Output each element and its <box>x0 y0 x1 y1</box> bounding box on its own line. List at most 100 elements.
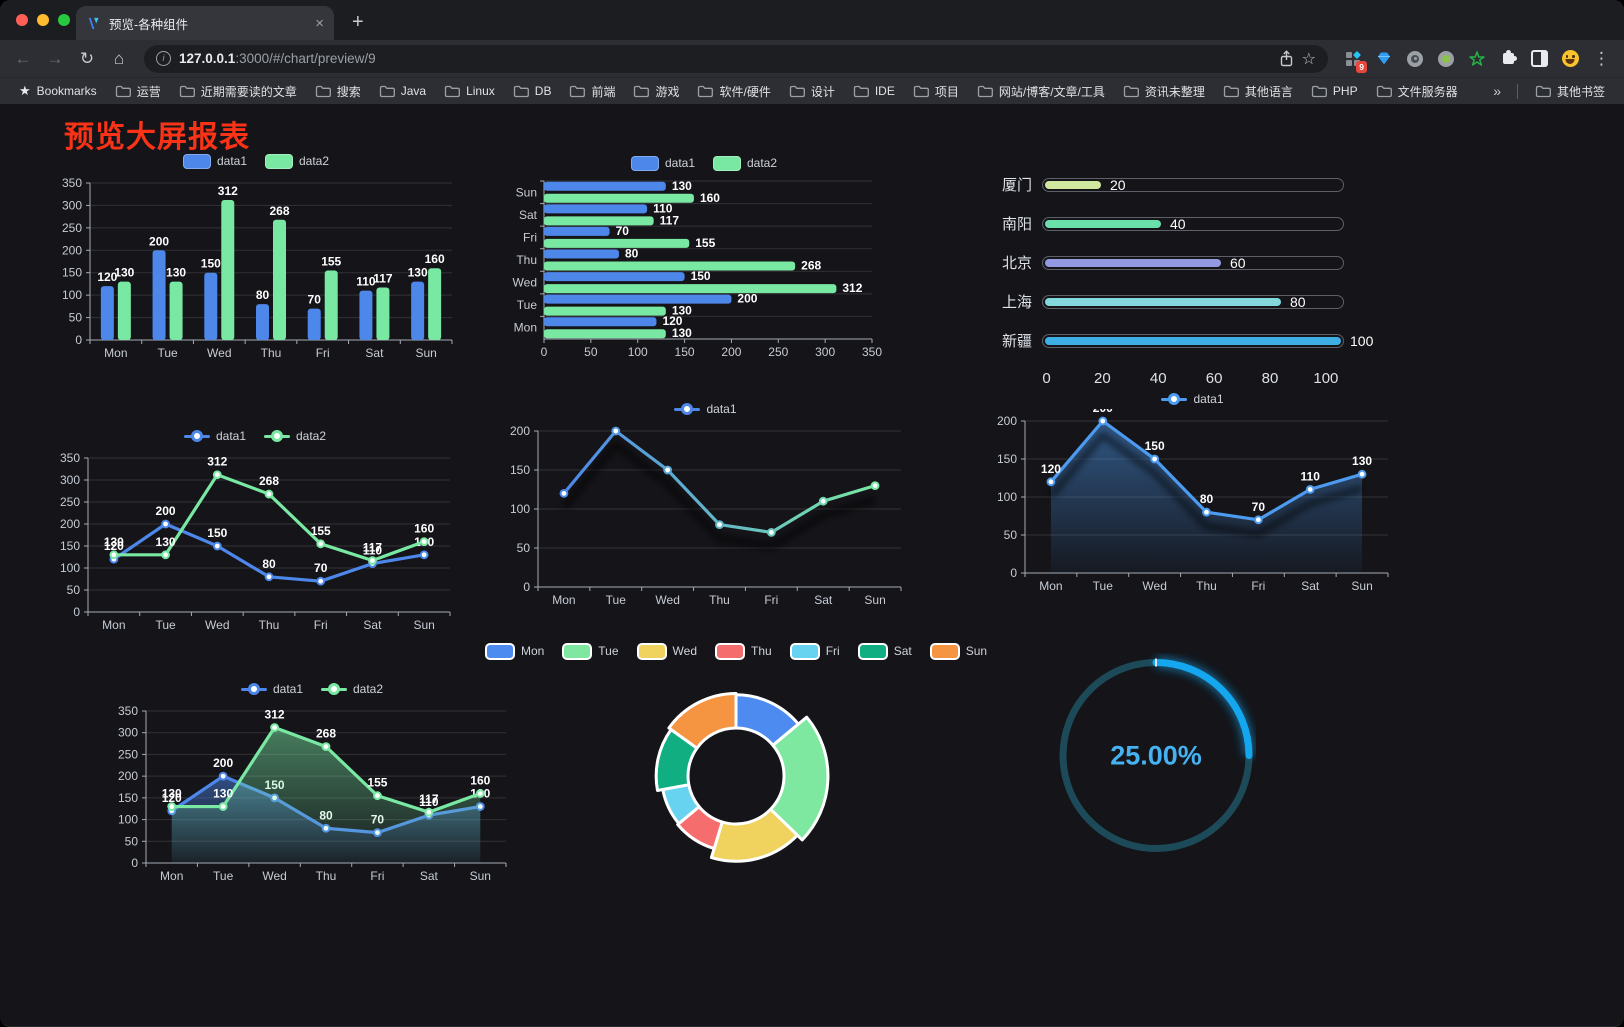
reload-icon[interactable]: ↻ <box>79 48 95 68</box>
browser-menu-icon[interactable]: ⋮ <box>1593 48 1610 68</box>
legend-item-sat[interactable]: Sat <box>857 642 912 660</box>
bar-data2-Tue[interactable] <box>544 306 666 316</box>
bookmark-star-icon[interactable]: ☆ <box>1301 50 1316 68</box>
bar-data1-Sun[interactable] <box>544 181 666 191</box>
bookmark-folder-4[interactable]: Linux <box>437 82 502 100</box>
extension-emoji-icon[interactable] <box>1561 50 1579 68</box>
bookmarks-overflow-chevron[interactable]: » <box>1493 83 1501 99</box>
tab-close-icon[interactable]: × <box>315 14 324 32</box>
pie-slices[interactable] <box>654 692 830 863</box>
bar-data1-Fri[interactable] <box>544 226 610 236</box>
extension-grid-icon[interactable]: 9 <box>1344 50 1367 73</box>
bar-data2-Sun[interactable] <box>544 193 694 203</box>
bookmark-folder-11[interactable]: 项目 <box>906 81 966 102</box>
home-icon[interactable]: ⌂ <box>113 48 125 68</box>
value-label: 130 <box>114 266 134 280</box>
bookmark-folder-3[interactable]: Java <box>372 82 433 100</box>
series-data1[interactable]: 120 200 150 80 70 110 130 <box>1041 401 1372 573</box>
extension-star-icon[interactable] <box>1468 50 1486 68</box>
bookmark-folder-10[interactable]: IDE <box>846 82 902 100</box>
reading-mode-icon[interactable] <box>1530 50 1548 68</box>
shutter-glyph <box>1407 50 1423 67</box>
legend-item-data1[interactable]: data1 <box>1161 392 1224 406</box>
bar-data1-Mon[interactable] <box>544 317 657 327</box>
bookmark-folder-12[interactable]: 网站/博客/文章/工具 <box>970 81 1112 102</box>
progress-track[interactable]: 60 <box>1042 255 1344 271</box>
legend-item-data1[interactable]: data1 <box>674 402 737 416</box>
site-info-icon[interactable]: i <box>156 51 171 66</box>
address-bar[interactable]: i 127.0.0.1:3000/#/chart/preview/9 ☆ <box>144 44 1328 73</box>
bar-data1-Tue[interactable] <box>544 294 732 304</box>
bookmark-item-bookmarks[interactable]: ★ Bookmarks <box>12 81 104 101</box>
chart-weekly-bar: data1 data2 0 50 100 150 200 250 300 350 Mon Tue Wed… <box>50 151 462 366</box>
legend-item-data2[interactable]: data2 <box>264 429 326 443</box>
bookmark-folder-14[interactable]: 其他语言 <box>1216 81 1300 102</box>
back-icon[interactable]: ← <box>14 48 32 68</box>
legend-item-data1[interactable]: data1 <box>630 155 695 171</box>
extension-record-icon[interactable] <box>1437 50 1455 68</box>
bookmark-folder-8[interactable]: 软件/硬件 <box>690 81 777 102</box>
url-text[interactable]: 127.0.0.1:3000/#/chart/preview/9 <box>179 51 1265 66</box>
zoom-window-button[interactable] <box>58 14 70 26</box>
legend-swatch <box>636 642 667 660</box>
bookmark-folder-13[interactable]: 资讯未整理 <box>1116 81 1212 102</box>
bar-data2-Fri[interactable] <box>544 238 690 248</box>
legend-item-data2[interactable]: data2 <box>713 155 777 171</box>
green-dot-glyph <box>1438 50 1454 67</box>
series-data2[interactable]: 130 130 312 268 155 117 160 <box>114 184 445 340</box>
browser-tab[interactable]: 预览-各种组件 × <box>76 6 334 40</box>
extensions-puzzle-icon[interactable] <box>1499 50 1517 68</box>
bar-data2-Wed[interactable] <box>544 284 837 294</box>
legend-item-data1[interactable]: data1 <box>240 682 303 696</box>
bookmark-folder-9[interactable]: 设计 <box>782 81 842 102</box>
url-path: :3000/#/chart/preview/9 <box>235 51 376 66</box>
progress-track[interactable]: 20 <box>1042 177 1344 193</box>
legend-item-wed[interactable]: Wed <box>636 642 697 660</box>
legend-item-tue[interactable]: Tue <box>562 642 619 660</box>
progress-track[interactable]: 80 <box>1042 294 1344 310</box>
value-label: 150 <box>691 269 711 283</box>
legend-item-sun[interactable]: Sun <box>929 642 987 660</box>
new-tab-button[interactable]: + <box>352 11 364 33</box>
bookmark-folder-1[interactable]: 近期需要读的文章 <box>172 81 304 102</box>
progress-track[interactable]: 40 <box>1042 216 1344 232</box>
forward-icon[interactable]: → <box>46 48 64 68</box>
series-data1[interactable]: 120 200 150 80 70 110 130 <box>97 234 428 340</box>
legend-item-mon[interactable]: Mon <box>484 642 544 660</box>
series-data2[interactable]: 130 130 312 268 155 117 160 <box>162 708 491 863</box>
extension-shutter-icon[interactable] <box>1406 50 1424 68</box>
bar-data2-Thu[interactable] <box>544 261 796 271</box>
bookmark-folder-15[interactable]: PHP <box>1304 82 1365 100</box>
bar-data1-Wed[interactable] <box>544 272 685 282</box>
legend-item-fri[interactable]: Fri <box>789 642 840 660</box>
bar-data1-Sat[interactable] <box>544 204 648 214</box>
bar-data1-Thu[interactable] <box>544 249 619 259</box>
bookmark-folder-5[interactable]: DB <box>506 82 559 100</box>
share-icon[interactable] <box>1279 50 1294 67</box>
bookmark-folder-0[interactable]: 运营 <box>108 81 168 102</box>
series-data1[interactable] <box>559 426 880 551</box>
series-data2[interactable]: 130 130 312 268 155 117 160 <box>104 455 435 565</box>
series-data1[interactable]: 120 200 150 80 70 110 130 <box>104 504 435 586</box>
progress-track[interactable]: 100 <box>1042 333 1373 349</box>
legend-item-data2[interactable]: data2 <box>321 682 383 696</box>
legend-swatch <box>484 642 515 660</box>
y-axis-tick-label: 200 <box>62 243 82 257</box>
progress-label: 南阳 <box>1001 216 1032 233</box>
other-bookmarks[interactable]: 其他书签 <box>1528 81 1612 102</box>
bookmark-folder-2[interactable]: 搜索 <box>308 81 368 102</box>
y-axis-tick-label: 250 <box>62 221 82 235</box>
bar-data2-Sat[interactable] <box>544 216 654 226</box>
legend-item-data1[interactable]: data1 <box>183 429 246 443</box>
close-window-button[interactable] <box>16 14 28 26</box>
value-label: 70 <box>308 293 322 307</box>
legend-item-data2[interactable]: data2 <box>265 153 329 169</box>
minimize-window-button[interactable] <box>37 14 49 26</box>
bookmark-folder-16[interactable]: 文件服务器 <box>1369 81 1465 102</box>
bookmark-folder-7[interactable]: 游戏 <box>626 81 686 102</box>
bar-data2-Mon[interactable] <box>544 329 666 339</box>
bookmark-folder-6[interactable]: 前端 <box>562 81 622 102</box>
legend-item-thu[interactable]: Thu <box>715 642 772 660</box>
legend-item-data1[interactable]: data1 <box>182 153 247 169</box>
extension-gem-icon[interactable] <box>1375 50 1393 68</box>
